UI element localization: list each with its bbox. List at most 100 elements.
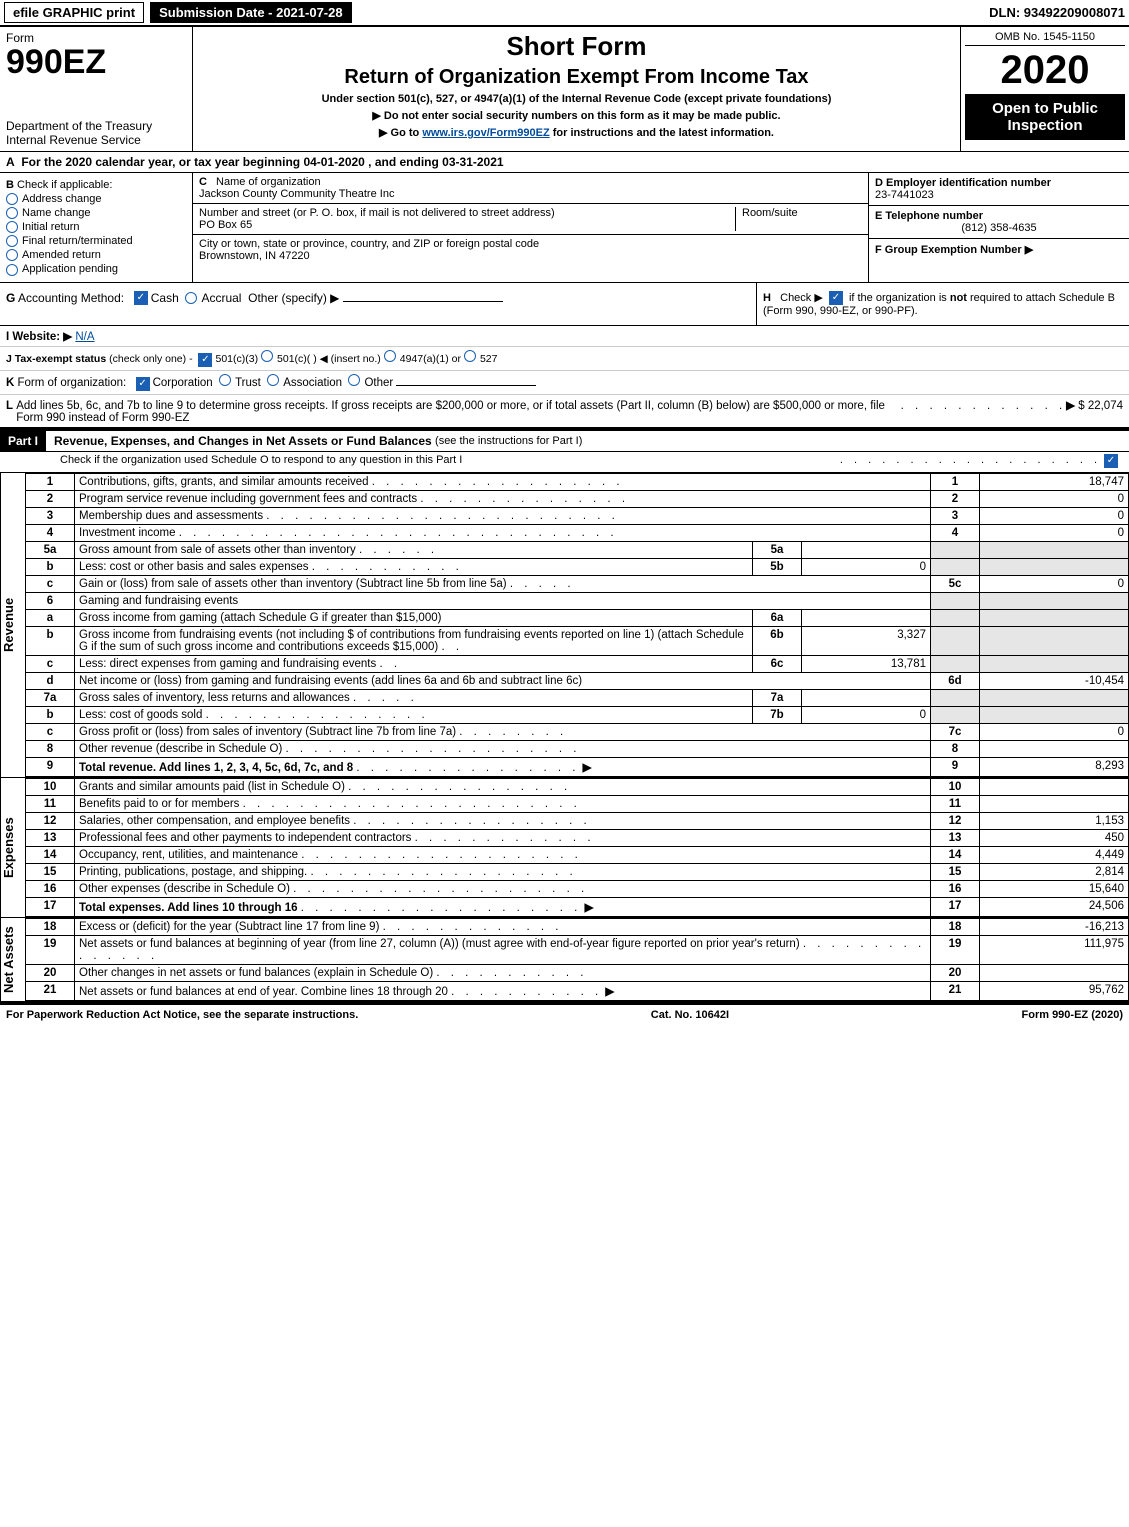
line-desc: Benefits paid to or for members xyxy=(79,798,239,810)
line-ref: 15 xyxy=(931,863,980,880)
radio-501c[interactable] xyxy=(261,350,273,362)
goto-pre: ▶ Go to xyxy=(379,127,422,139)
line-desc: Gross amount from sale of assets other t… xyxy=(79,544,356,556)
line-ref: 6d xyxy=(931,672,980,689)
table-row: cLess: direct expenses from gaming and f… xyxy=(26,655,1129,672)
line-amt: -16,213 xyxy=(980,918,1129,935)
footer-right-pre: Form xyxy=(1022,1009,1053,1021)
label-g: G xyxy=(6,291,15,305)
line-num: 13 xyxy=(26,829,75,846)
line-desc: Excess or (deficit) for the year (Subtra… xyxy=(79,921,379,933)
line-amt: 0 xyxy=(980,575,1129,592)
radio-other-org[interactable] xyxy=(348,374,360,386)
top-bar: efile GRAPHIC print Submission Date - 20… xyxy=(0,0,1129,27)
line-desc: Total expenses. Add lines 10 through 16 xyxy=(79,902,298,914)
radio-final-return[interactable] xyxy=(6,235,18,247)
box-def: D Employer identification number 23-7441… xyxy=(868,173,1129,282)
line-ref: 3 xyxy=(931,507,980,524)
label-b: B xyxy=(6,179,14,191)
radio-trust[interactable] xyxy=(219,374,231,386)
table-row: 18Excess or (deficit) for the year (Subt… xyxy=(26,918,1129,935)
other-org-input[interactable] xyxy=(396,385,536,386)
other-specify-input[interactable] xyxy=(343,301,503,302)
radio-name-change[interactable] xyxy=(6,207,18,219)
arrow-icon: ▶ xyxy=(605,986,614,998)
line-num: c xyxy=(26,655,75,672)
line-amt: 0 xyxy=(980,524,1129,541)
opt-other-org: Other xyxy=(364,377,393,389)
line-ref: 9 xyxy=(931,757,980,776)
table-row: 17Total expenses. Add lines 10 through 1… xyxy=(26,897,1129,916)
line-ref: 12 xyxy=(931,812,980,829)
revenue-table: 1Contributions, gifts, grants, and simil… xyxy=(25,473,1129,777)
line-amt: 4,449 xyxy=(980,846,1129,863)
opt-address-change: Address change xyxy=(22,193,102,205)
website-value[interactable]: N/A xyxy=(75,331,94,343)
omb-number: OMB No. 1545-1150 xyxy=(965,31,1125,46)
line-desc: Gain or (loss) from sale of assets other… xyxy=(79,578,507,590)
radio-application-pending[interactable] xyxy=(6,264,18,276)
efile-print-button[interactable]: efile GRAPHIC print xyxy=(4,2,144,23)
opt-501c3: 501(c)(3) xyxy=(215,353,258,365)
label-f: F Group Exemption Number ▶ xyxy=(875,244,1033,256)
line-ref: 4 xyxy=(931,524,980,541)
radio-527[interactable] xyxy=(464,350,476,362)
ein-value: 23-7441023 xyxy=(875,189,1123,201)
line-num: c xyxy=(26,723,75,740)
line-desc: Net assets or fund balances at end of ye… xyxy=(79,986,448,998)
label-d: D Employer identification number xyxy=(875,177,1123,189)
opt-527: 527 xyxy=(480,353,498,365)
line-ref: 7c xyxy=(931,723,980,740)
table-row: cGain or (loss) from sale of assets othe… xyxy=(26,575,1129,592)
opt-initial-return: Initial return xyxy=(22,221,79,233)
footer-mid: Cat. No. 10642I xyxy=(651,1009,729,1021)
mid-val xyxy=(802,541,931,558)
radio-address-change[interactable] xyxy=(6,193,18,205)
radio-association[interactable] xyxy=(267,374,279,386)
line-amt xyxy=(980,795,1129,812)
line-num: 20 xyxy=(26,964,75,981)
table-row: 1Contributions, gifts, grants, and simil… xyxy=(26,473,1129,490)
line-desc: Net income or (loss) from gaming and fun… xyxy=(79,675,582,687)
label-a: A xyxy=(6,155,15,169)
l-text: Add lines 5b, 6c, and 7b to line 9 to de… xyxy=(16,400,900,424)
arrow-icon: ▶ xyxy=(1066,398,1075,412)
check-h[interactable]: ✓ xyxy=(829,291,843,305)
gross-receipts: $ 22,074 xyxy=(1078,400,1123,412)
line-num: a xyxy=(26,609,75,626)
line-ref: 19 xyxy=(931,935,980,964)
street-label: Number and street (or P. O. box, if mail… xyxy=(199,207,735,219)
check-cash[interactable]: ✓ xyxy=(134,291,148,305)
mid-val xyxy=(802,689,931,706)
check-schedule-o[interactable]: ✓ xyxy=(1104,454,1118,468)
line-desc: Less: cost or other basis and sales expe… xyxy=(79,561,309,573)
mid-ref: 6b xyxy=(753,626,802,655)
city-value: Brownstown, IN 47220 xyxy=(199,250,862,262)
radio-initial-return[interactable] xyxy=(6,221,18,233)
table-row: cGross profit or (loss) from sales of in… xyxy=(26,723,1129,740)
label-j: J Tax-exempt status xyxy=(6,353,106,365)
irs-link[interactable]: www.irs.gov/Form990EZ xyxy=(422,127,549,139)
line-num: 21 xyxy=(26,981,75,1000)
check-corporation[interactable]: ✓ xyxy=(136,377,150,391)
line-num: 9 xyxy=(26,757,75,776)
opt-association: Association xyxy=(283,377,342,389)
check-501c3[interactable]: ✓ xyxy=(198,353,212,367)
label-c: C xyxy=(199,176,207,188)
radio-amended-return[interactable] xyxy=(6,249,18,261)
g-title: Accounting Method: xyxy=(18,291,124,305)
footer-right-bold: 990-EZ xyxy=(1052,1009,1088,1021)
line-desc: Membership dues and assessments xyxy=(79,510,263,522)
table-row: 10Grants and similar amounts paid (list … xyxy=(26,778,1129,795)
label-h: H xyxy=(763,292,771,304)
line-desc: Total revenue. Add lines 1, 2, 3, 4, 5c,… xyxy=(79,762,353,774)
line-num: 19 xyxy=(26,935,75,964)
radio-accrual[interactable] xyxy=(185,292,197,304)
footer: For Paperwork Reduction Act Notice, see … xyxy=(0,1003,1129,1025)
part1-badge: Part I xyxy=(0,431,46,451)
line-desc: Net assets or fund balances at beginning… xyxy=(79,938,800,950)
radio-4947[interactable] xyxy=(384,350,396,362)
arrow-icon: ▶ xyxy=(585,902,594,914)
line-desc: Grants and similar amounts paid (list in… xyxy=(79,781,345,793)
line-desc: Gross income from gaming (attach Schedul… xyxy=(79,612,441,624)
